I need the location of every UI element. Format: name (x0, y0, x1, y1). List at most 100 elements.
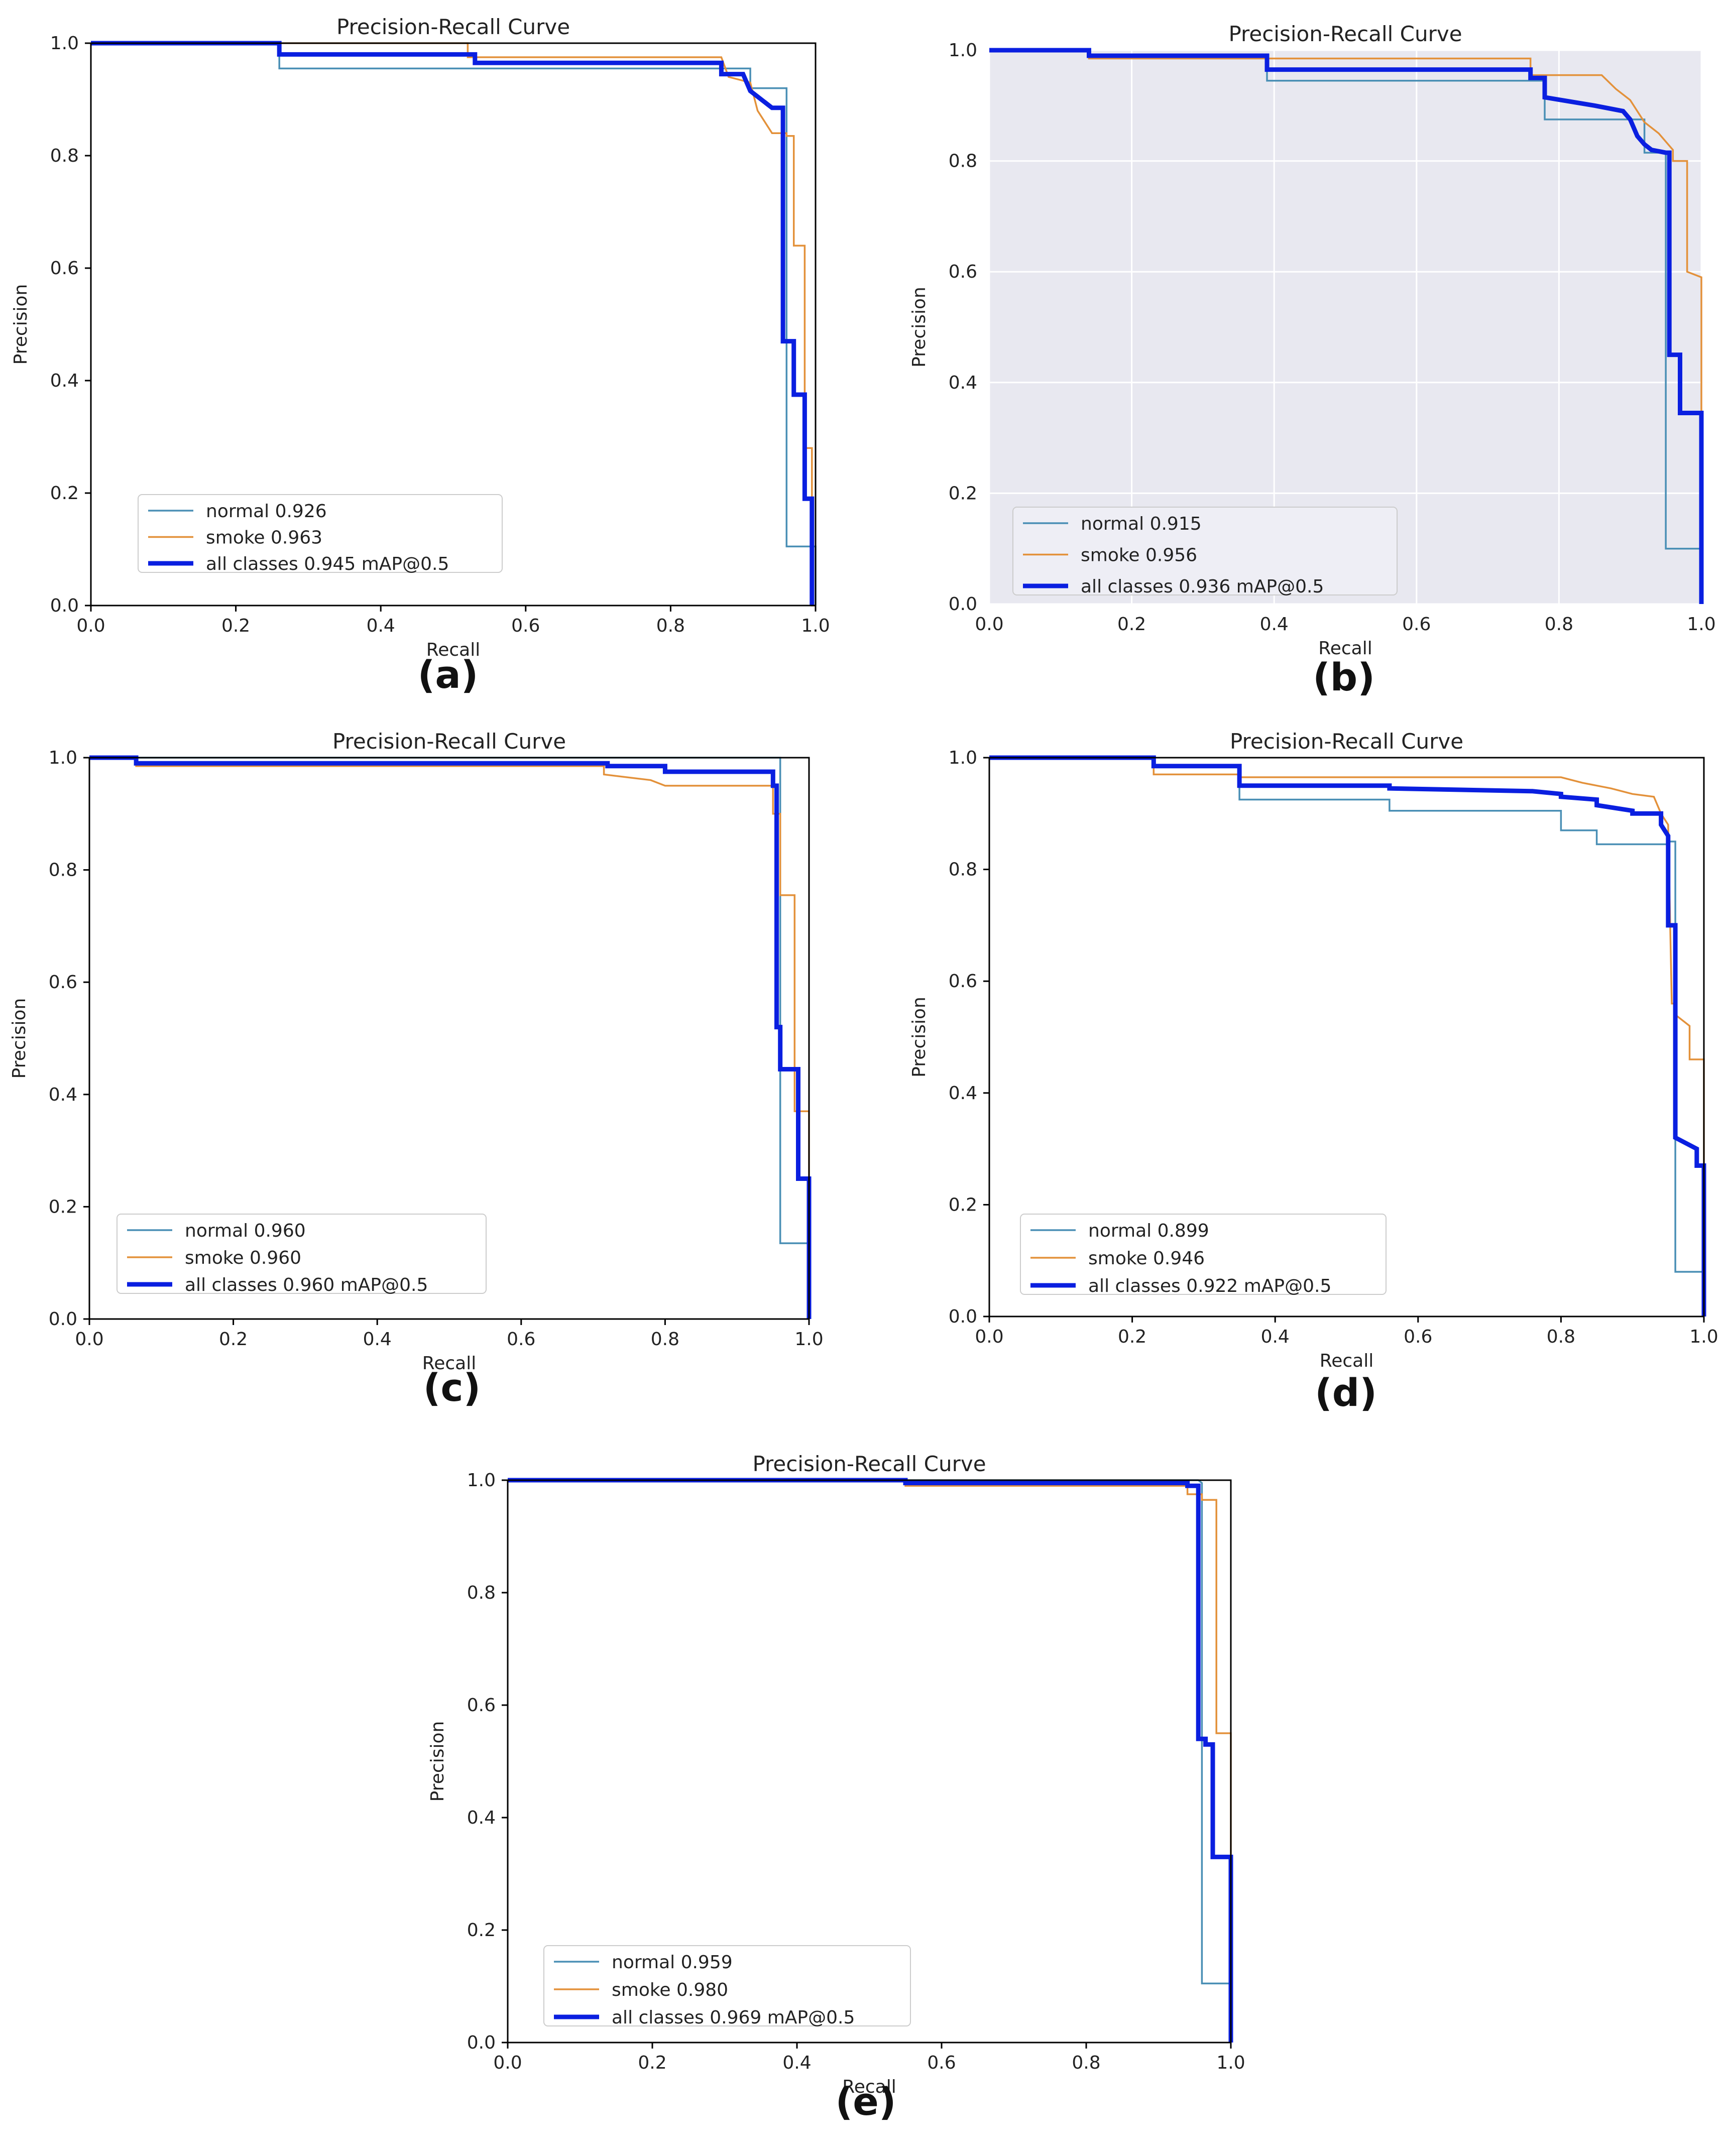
x-tick-label: 0.2 (1117, 614, 1146, 635)
axes-frame (90, 42, 817, 607)
y-axis-label: Precision (11, 284, 31, 365)
series-line-all (91, 41, 815, 606)
chart-title: Precision-Recall Curve (332, 729, 566, 754)
x-tick-label: 1.0 (1689, 1327, 1718, 1347)
y-axis-label: Precision (909, 997, 930, 1077)
y-tick-label: 0.8 (949, 151, 977, 172)
x-tick-label: 1.0 (794, 1329, 823, 1350)
legend: normal 0.960 smoke 0.960 all classes 0.960… (117, 1214, 487, 1295)
chart-title: Precision-Recall Curve (1230, 729, 1463, 754)
panel-label: (a) (418, 652, 479, 697)
x-tick-label: 0.2 (219, 1329, 248, 1350)
series-line-all (508, 1478, 1233, 2043)
legend-entry-smoke: smoke 0.960 (185, 1248, 301, 1268)
legend-entry-all: all classes 0.922 mAP@0.5 (1088, 1276, 1331, 1296)
y-tick-label: 0.2 (949, 483, 977, 504)
legend-entry-all: all classes 0.960 mAP@0.5 (185, 1275, 428, 1295)
axes-frame (88, 757, 810, 1320)
y-tick-label: 0.4 (50, 371, 79, 391)
x-tick-label: 0.8 (1072, 2053, 1100, 2073)
y-tick-label: 0.0 (50, 595, 79, 616)
y-tick-label: 0.0 (949, 594, 977, 615)
series-line-all (989, 755, 1706, 1316)
y-tick-label: 0.4 (949, 373, 977, 393)
x-tick-label: 0.6 (927, 2053, 956, 2073)
y-tick-label: 0.4 (49, 1085, 77, 1105)
x-tick-label: 0.4 (367, 616, 395, 636)
x-tick-label: 0.6 (511, 616, 540, 636)
x-tick-label: 0.4 (363, 1329, 392, 1350)
chart-panel-e: 0.0 0.2 0.4 0.6 0.8 1.0 0.0 0.2 0.4 0.6 0.8 1.0 Prec… (427, 1452, 1245, 2124)
x-tick-label: 0.4 (782, 2053, 811, 2073)
x-axis-label: Recall (422, 1353, 476, 1374)
series-line-smoke (989, 49, 1702, 604)
y-tick-label: 0.8 (467, 1583, 496, 1603)
y-tick-label: 0.2 (50, 483, 79, 504)
y-tick-label: 0.0 (49, 1309, 77, 1330)
chart-panel-b: 0.0 0.2 0.4 0.6 0.8 1.0 0.0 0.2 0.4 0.6 0.8 1.0 Prec… (909, 22, 1716, 699)
x-tick-label: 0.2 (1118, 1327, 1146, 1347)
axes-frame (507, 1479, 1232, 2044)
y-tick-label: 0.0 (467, 2032, 496, 2053)
legend-entry-normal: normal 0.915 (1081, 514, 1202, 534)
legend-entry-smoke: smoke 0.956 (1081, 545, 1197, 566)
x-tick-label: 0.0 (493, 2053, 522, 2073)
legend-box (138, 494, 503, 573)
x-axis-label: Recall (426, 640, 480, 660)
panel-label: (e) (835, 2079, 896, 2124)
x-tick-label: 1.0 (1687, 614, 1715, 635)
panel-label: (c) (423, 1365, 481, 1410)
chart-title: Precision-Recall Curve (752, 1452, 986, 1476)
x-tick-label: 0.4 (1260, 614, 1289, 635)
y-tick-label: 1.0 (50, 33, 79, 54)
x-tick-label: 0.8 (651, 1329, 679, 1350)
y-axis-label: Precision (427, 1721, 448, 1802)
x-tick-label: 0.6 (1404, 1327, 1432, 1347)
panel-label: (d) (1315, 1370, 1377, 1415)
y-tick-label: 0.8 (49, 860, 77, 881)
x-tick-label: 0.4 (1261, 1327, 1290, 1347)
y-tick-label: 0.8 (949, 860, 977, 880)
legend-entry-normal: normal 0.959 (612, 1952, 733, 1973)
legend-entry-all: all classes 0.945 mAP@0.5 (206, 554, 449, 574)
chart-title: Precision-Recall Curve (1228, 22, 1462, 46)
y-tick-label: 0.4 (467, 1808, 496, 1828)
axes-frame (988, 757, 1705, 1317)
legend-entry-smoke: smoke 0.946 (1088, 1248, 1205, 1269)
series-line-smoke (91, 42, 816, 607)
y-tick-label: 0.6 (949, 262, 977, 282)
chart-panel-a: 0.0 0.2 0.4 0.6 0.8 1.0 0.0 0.2 0.4 0.6 0.8 1.0 Prec… (11, 15, 830, 697)
y-tick-label: 1.0 (467, 1470, 496, 1491)
legend-entry-normal: normal 0.926 (206, 501, 327, 522)
x-tick-label: 0.2 (638, 2053, 666, 2073)
y-axis-label: Precision (909, 287, 930, 368)
legend-box (117, 1214, 487, 1294)
legend-entry-smoke: smoke 0.963 (206, 528, 322, 548)
chart-title: Precision-Recall Curve (336, 15, 570, 39)
y-tick-label: 0.6 (49, 972, 77, 993)
x-axis-label: Recall (842, 2077, 896, 2097)
legend-entry-normal: normal 0.899 (1088, 1221, 1209, 1241)
y-tick-label: 0.2 (49, 1196, 77, 1217)
y-tick-label: 1.0 (949, 748, 977, 768)
x-tick-label: 1.0 (1216, 2053, 1245, 2073)
legend-box (1012, 507, 1398, 595)
y-tick-label: 0.6 (949, 971, 977, 992)
x-tick-label: 0.0 (76, 616, 105, 636)
x-tick-label: 0.2 (221, 616, 250, 636)
panel-label: (b) (1313, 655, 1375, 699)
y-tick-label: 0.6 (50, 258, 79, 279)
legend-entry-all: all classes 0.936 mAP@0.5 (1081, 576, 1324, 597)
y-tick-label: 0.8 (50, 146, 79, 166)
y-tick-label: 0.2 (949, 1194, 977, 1215)
legend-box (543, 1945, 911, 2026)
x-tick-label: 0.0 (75, 1329, 103, 1350)
x-tick-label: 0.8 (656, 616, 685, 636)
chart-panel-c: 0.0 0.2 0.4 0.6 0.8 1.0 0.0 0.2 0.4 0.6 0.8 1.0 Prec… (9, 729, 824, 1410)
x-tick-label: 0.6 (1402, 614, 1431, 635)
x-tick-label: 1.0 (801, 616, 830, 636)
x-tick-label: 0.8 (1547, 1327, 1575, 1347)
legend: normal 0.926 smoke 0.963 all classes 0.945… (138, 494, 503, 574)
x-tick-label: 0.6 (507, 1329, 535, 1350)
